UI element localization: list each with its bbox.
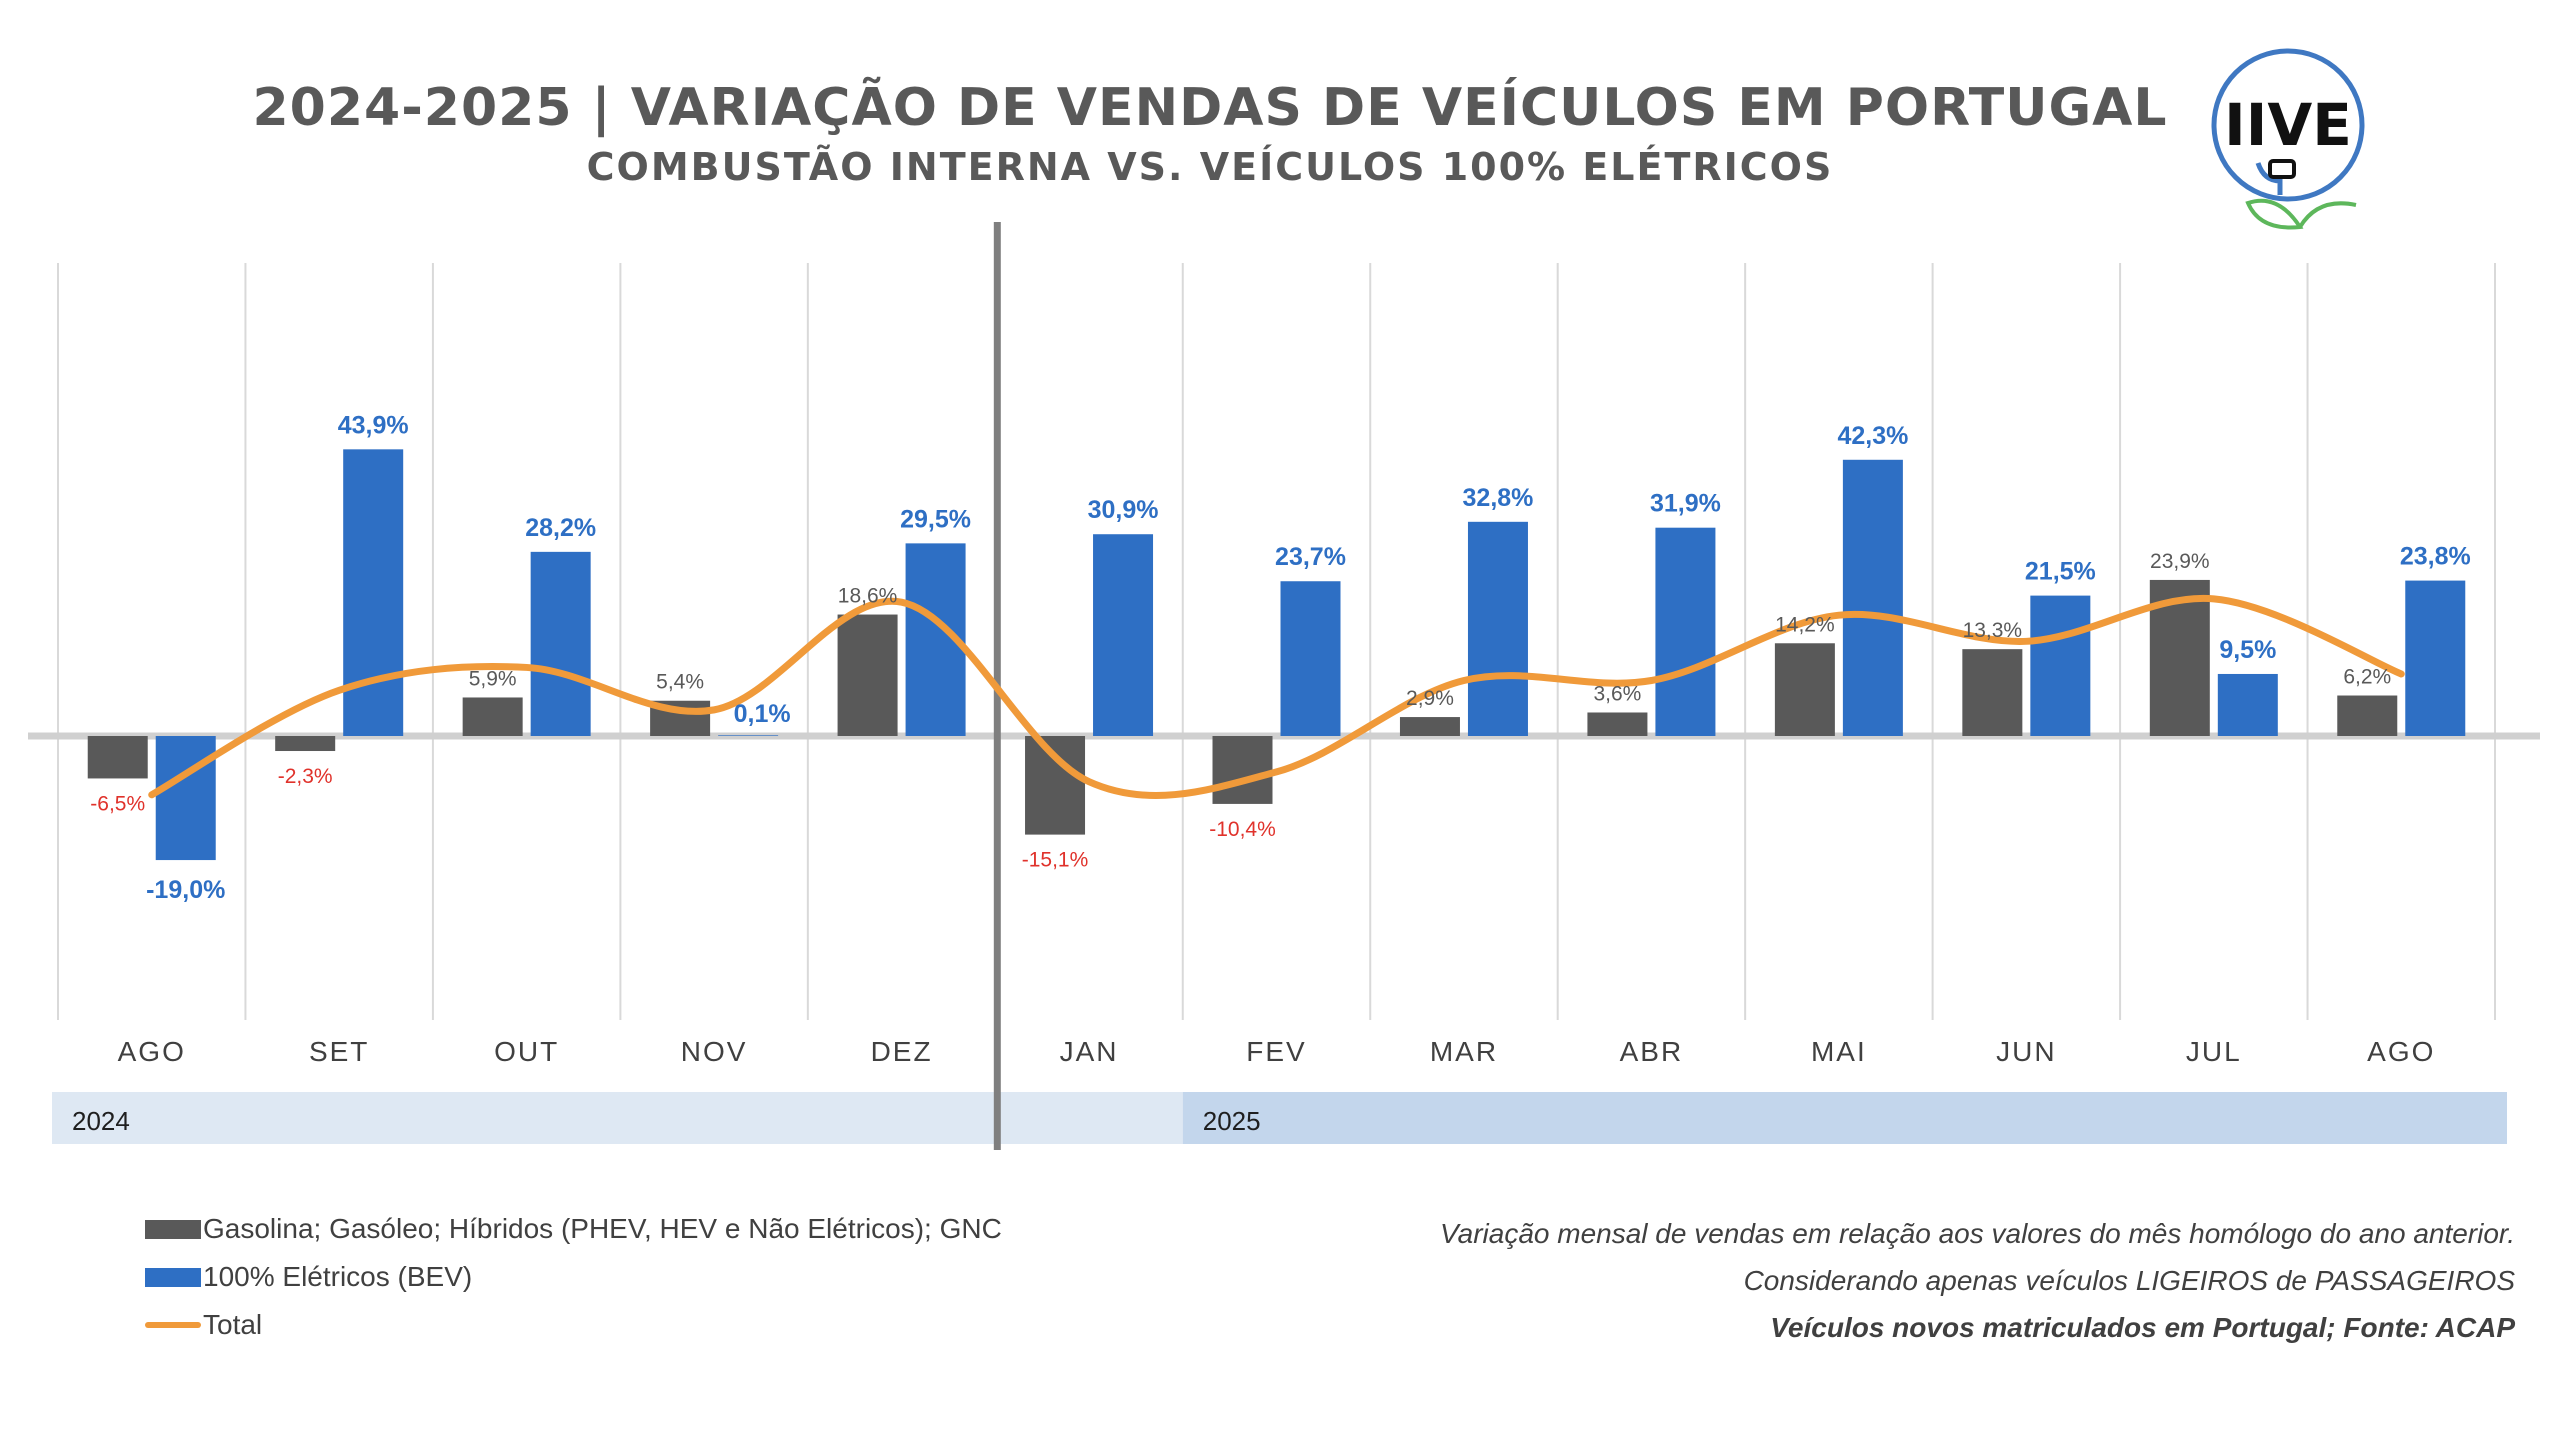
bar-combustion	[2337, 695, 2398, 736]
data-label-electric: 31,9%	[1650, 490, 1721, 518]
legend-swatch-electric	[145, 1267, 201, 1287]
data-label-combustion: -2,3%	[278, 765, 333, 788]
data-label-combustion: 13,3%	[1963, 619, 2023, 642]
year-band-label: 2025	[1203, 1106, 1261, 1136]
data-label-electric: 23,7%	[1275, 543, 1346, 571]
legend-item-combustion: Gasolina; Gasóleo; Híbridos (PHEV, HEV e…	[145, 1205, 1002, 1253]
x-tick-label: AGO	[2367, 1036, 2435, 1067]
bar-combustion	[1587, 712, 1648, 736]
chart-notes: Variação mensal de vendas em relação aos…	[1440, 1210, 2515, 1351]
note-line-2: Considerando apenas veículos LIGEIROS de…	[1743, 1265, 2515, 1296]
note-line-1: Variação mensal de vendas em relação aos…	[1440, 1218, 2515, 1249]
bar-electric	[2030, 595, 2091, 736]
legend-item-electric: 100% Elétricos (BEV)	[145, 1253, 1002, 1301]
data-label-electric: 29,5%	[900, 505, 971, 533]
legend-label-electric: 100% Elétricos (BEV)	[203, 1261, 473, 1292]
data-label-combustion: 3,6%	[1593, 682, 1641, 705]
bar-electric	[530, 551, 591, 736]
data-label-electric: 23,8%	[2400, 543, 2471, 571]
bar-combustion	[275, 736, 336, 752]
legend-label-total: Total	[203, 1309, 263, 1340]
legend-swatch-total	[145, 1322, 201, 1328]
chart-svg: 2024 2025 AGO SET OUT NOV DEZ JAN FEV MAR ABR MAI JU…	[28, 222, 2540, 1150]
legend-swatch-combustion	[145, 1219, 201, 1239]
bar-combustion	[1399, 717, 1460, 736]
x-tick-label: ABR	[1620, 1036, 1684, 1067]
x-tick-label: DEZ	[871, 1036, 933, 1067]
bar-combustion	[1962, 649, 2023, 736]
data-label-electric: -19,0%	[146, 876, 225, 904]
plug-leaf-logo-icon: IIVE	[2211, 48, 2365, 230]
x-tick-label: FEV	[1246, 1036, 1306, 1067]
bar-combustion	[837, 614, 898, 736]
data-label-combustion: 5,4%	[656, 671, 704, 694]
data-label-combustion: -6,5%	[90, 792, 145, 815]
bar-combustion	[87, 736, 148, 779]
bar-electric	[1093, 534, 1154, 736]
x-tick-label: JAN	[1060, 1036, 1119, 1067]
data-label-electric: 21,5%	[2025, 558, 2096, 586]
x-tick-label: JUN	[1996, 1036, 2056, 1067]
x-tick-label: AGO	[118, 1036, 186, 1067]
logo-text: IIVE	[2224, 91, 2352, 159]
data-label-electric: 32,8%	[1463, 484, 1534, 512]
year-band-2025	[1182, 1092, 2507, 1144]
data-label-combustion: 6,2%	[2343, 666, 2391, 689]
data-label-combustion: -10,4%	[1209, 818, 1276, 841]
bar-electric	[1842, 459, 1903, 736]
data-label-electric: 28,2%	[525, 514, 596, 542]
legend-label-combustion: Gasolina; Gasóleo; Híbridos (PHEV, HEV e…	[203, 1213, 1002, 1244]
data-label-combustion: 5,9%	[469, 667, 517, 690]
data-label-combustion: 14,2%	[1775, 613, 1835, 636]
x-tick-label: NOV	[681, 1036, 748, 1067]
bar-electric	[1655, 527, 1716, 736]
bar-combustion	[1774, 643, 1835, 736]
bar-electric	[2217, 673, 2278, 736]
data-label-electric: 30,9%	[1088, 496, 1159, 524]
bar-combustion	[1025, 736, 1086, 835]
year-band-2024	[52, 1092, 1183, 1144]
x-tick-label: MAR	[1430, 1036, 1498, 1067]
x-tick-label: MAI	[1811, 1036, 1867, 1067]
note-line-3: Veículos novos matriculados em Portugal;…	[1770, 1312, 2515, 1343]
x-tick-label: SET	[309, 1036, 369, 1067]
data-label-combustion: 2,9%	[1406, 687, 1454, 710]
bar-electric	[2405, 580, 2466, 736]
data-label-electric: 42,3%	[1837, 422, 1908, 450]
data-label-electric: 43,9%	[338, 411, 409, 439]
chart-subtitle: COMBUSTÃO INTERNA VS. VEÍCULOS 100% ELÉT…	[586, 145, 1834, 189]
bar-electric	[718, 735, 779, 736]
bar-electric	[1467, 521, 1528, 736]
data-label-electric: 0,1%	[734, 700, 791, 728]
data-label-combustion: 23,9%	[2150, 550, 2210, 573]
bar-combustion	[1212, 736, 1273, 804]
data-label-combustion: -15,1%	[1022, 849, 1089, 872]
bar-electric	[1280, 581, 1341, 736]
year-band-label: 2024	[72, 1106, 130, 1136]
data-label-electric: 9,5%	[2219, 636, 2276, 664]
x-tick-label: JUL	[2186, 1036, 2242, 1067]
chart-title: 2024-2025 | VARIAÇÃO DE VENDAS DE VEÍCUL…	[252, 78, 2168, 138]
data-label-combustion: 18,6%	[838, 585, 898, 608]
total-line	[148, 594, 2405, 799]
chart-legend: Gasolina; Gasóleo; Híbridos (PHEV, HEV e…	[145, 1205, 1002, 1349]
bar-electric	[155, 736, 216, 861]
x-tick-label: OUT	[494, 1036, 559, 1067]
legend-item-total: Total	[145, 1301, 1002, 1349]
bar-combustion	[462, 697, 523, 736]
bar-electric	[343, 449, 404, 736]
